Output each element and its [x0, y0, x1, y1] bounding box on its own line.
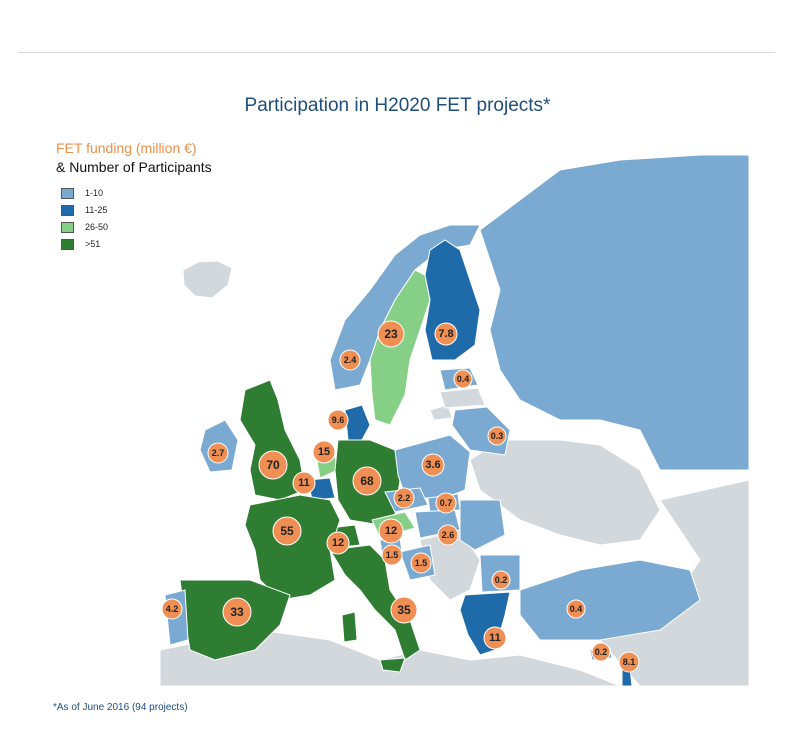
- europe-map: 70 68 55 35 33 23 15 11 12 12 11 9.6 8.1 7.8 4.2 3.6 2.7…: [160, 153, 749, 686]
- bubble-label: 70: [266, 458, 280, 472]
- sicily-shape: [379, 657, 406, 673]
- bubble-finland: [434, 322, 458, 346]
- bubble-lithuania: [487, 426, 507, 446]
- bubble-israel: [618, 651, 640, 673]
- sweden-shape: [369, 269, 431, 426]
- bubble-label: 68: [360, 474, 374, 488]
- bubble-slovenia: [381, 544, 403, 566]
- bubble-portugal: [161, 598, 183, 620]
- bubble-label: 3.6: [425, 459, 440, 471]
- bubble-denmark: [327, 409, 349, 431]
- funding-bubbles: 70 68 55 35 33 23 15 11 12 12 11 9.6 8.1 7.8 4.2 3.6 2.7…: [161, 320, 640, 673]
- bubble-germany: [352, 466, 382, 496]
- bubble-label: 0.2: [595, 647, 608, 657]
- bubble-belgium: [292, 471, 316, 495]
- bubble-label: 8.1: [623, 657, 636, 667]
- sardinia-shape: [341, 611, 358, 643]
- bubble-ireland: [207, 442, 229, 464]
- legend-item: 1-10: [56, 185, 212, 201]
- map-legend: FET funding (million €) & Number of Part…: [56, 140, 212, 253]
- bubble-label: 11: [298, 477, 310, 489]
- bubble-label: 0.4: [457, 374, 470, 384]
- top-divider: [18, 52, 775, 53]
- romania-shape: [459, 499, 506, 551]
- legend-participants-heading: & Number of Participants: [56, 159, 212, 175]
- bubble-label: 12: [332, 537, 344, 549]
- iceland-shape: [182, 260, 233, 299]
- bubble-label: 1.5: [386, 550, 399, 560]
- eastern-europe-shape: [469, 439, 661, 546]
- legend-label: 11-25: [85, 205, 108, 215]
- bubble-label: 1.5: [415, 558, 428, 568]
- legend-swatch: [61, 238, 74, 250]
- legend-swatch: [61, 221, 74, 233]
- bubble-turkey: [566, 599, 586, 619]
- legend-label: 26-50: [85, 222, 109, 232]
- legend-item: 26-50: [56, 219, 212, 235]
- bubble-poland: [421, 453, 445, 477]
- bubble-netherlands: [312, 440, 336, 464]
- legend-swatch: [61, 187, 74, 199]
- bubble-label: 2.2: [398, 493, 411, 503]
- bubble-france: [272, 516, 302, 546]
- bubble-greece: [483, 626, 507, 650]
- bubble-label: 0.2: [495, 575, 508, 585]
- bubble-czech-republic: [393, 487, 415, 509]
- bubble-croatia: [410, 552, 432, 574]
- bubble-label: 55: [280, 524, 294, 538]
- russia-shape: [479, 154, 749, 471]
- bubble-label: 15: [318, 446, 330, 458]
- bubble-romania: [437, 524, 459, 546]
- denmark-shape: [344, 404, 371, 441]
- bubble-label: 12: [385, 525, 397, 537]
- turkey-shape: [519, 559, 701, 641]
- bubble-switzerland: [326, 531, 350, 555]
- bubble-spain: [222, 597, 252, 627]
- bubble-label: 2.7: [212, 448, 225, 458]
- legend-items: 1-10 11-25 26-50 >51: [56, 185, 212, 252]
- north-africa-shape: [160, 629, 621, 686]
- legend-label: >51: [85, 239, 101, 249]
- bubble-label: 9.6: [332, 415, 345, 425]
- bubble-label: 2.4: [344, 355, 357, 365]
- legend-funding-heading: FET funding (million €): [56, 140, 197, 156]
- bubble-italy: [390, 596, 418, 624]
- bubble-label: 2.6: [442, 530, 455, 540]
- bubble-sweden: [377, 320, 405, 348]
- legend-item: >51: [56, 236, 212, 252]
- legend-label: 1-10: [85, 188, 104, 198]
- map-title: Participation in H2020 FET projects*: [244, 95, 551, 116]
- bubble-label: 7.8: [438, 328, 453, 340]
- bubble-label: 0.4: [570, 604, 583, 614]
- legend-item: 11-25: [56, 202, 212, 218]
- bubble-norway: [339, 349, 361, 371]
- bubble-label: 33: [230, 605, 244, 619]
- kaliningrad-shape: [429, 404, 453, 421]
- bubble-estonia: [453, 369, 473, 389]
- legend-swatch: [61, 204, 74, 216]
- bubble-label: 4.2: [166, 604, 179, 614]
- latvia-shape: [439, 387, 486, 409]
- footnote: *As of June 2016 (94 projects): [53, 702, 188, 713]
- bubble-label: 35: [397, 603, 411, 617]
- france-shape: [244, 494, 341, 601]
- bubble-cyprus: [591, 642, 611, 662]
- non-member-land: [160, 260, 749, 686]
- bubble-label: 23: [384, 327, 398, 341]
- bubble-slovakia: [435, 492, 457, 514]
- bubble-austria: [378, 518, 404, 544]
- bubble-uk: [258, 450, 288, 480]
- bubble-label: 0.7: [440, 498, 453, 508]
- uk-shape: [239, 379, 306, 501]
- bubble-label: 0.3: [491, 431, 504, 441]
- bubble-bulgaria: [491, 570, 511, 590]
- bubble-label: 11: [489, 632, 501, 644]
